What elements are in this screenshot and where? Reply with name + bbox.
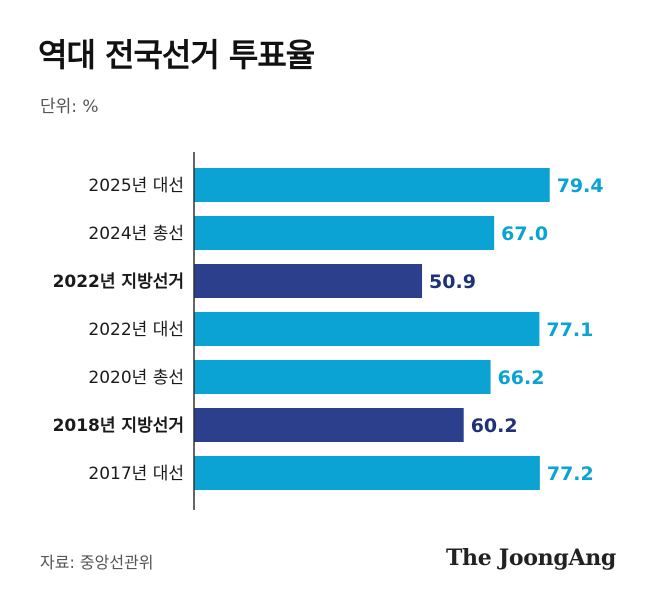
- value-label: 67.0: [501, 223, 548, 245]
- bar: [194, 360, 491, 394]
- value-label: 50.9: [429, 271, 476, 293]
- value-label: 79.4: [557, 175, 604, 197]
- category-label: 2018년 지방선거: [53, 416, 184, 436]
- value-label: 77.2: [547, 463, 594, 485]
- category-label: 2020년 총선: [88, 368, 184, 388]
- unit-label: 단위: %: [40, 97, 99, 117]
- bar: [194, 312, 540, 346]
- bar: [194, 216, 495, 250]
- category-label: 2017년 대선: [88, 464, 184, 484]
- category-label: 2025년 대선: [88, 176, 184, 196]
- category-label: 2022년 대선: [88, 320, 184, 340]
- category-label: 2024년 총선: [88, 224, 184, 244]
- bar: [194, 168, 550, 202]
- bar: [194, 456, 540, 490]
- joongang-logo: The JoongAng: [445, 545, 616, 571]
- source-note: 자료: 중앙선관위: [40, 553, 154, 572]
- chart-title: 역대 전국선거 투표율: [38, 36, 315, 74]
- value-label: 66.2: [498, 367, 545, 389]
- bar: [194, 264, 423, 298]
- bar: [194, 408, 464, 442]
- value-label: 60.2: [471, 415, 518, 437]
- value-label: 77.1: [546, 319, 593, 341]
- category-label: 2022년 지방선거: [53, 272, 184, 292]
